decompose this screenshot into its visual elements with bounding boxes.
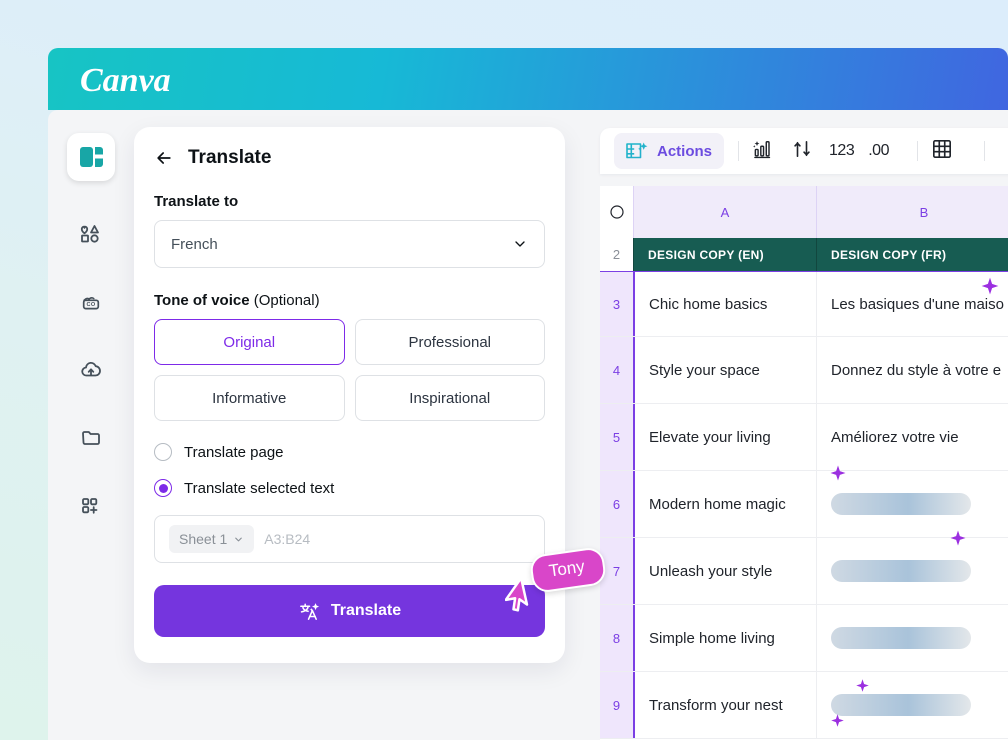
svg-text:CO: CO: [87, 302, 96, 308]
